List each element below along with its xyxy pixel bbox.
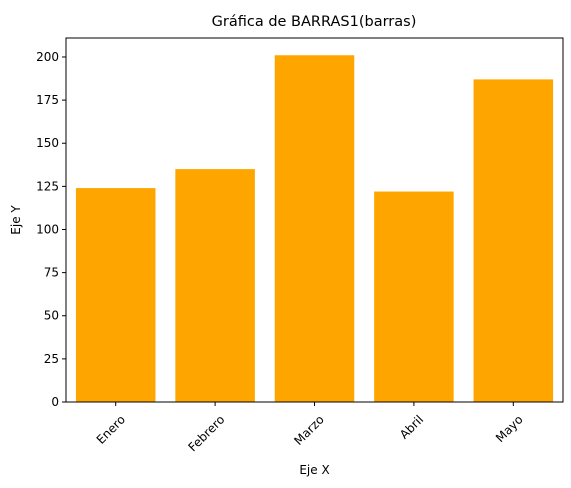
x-tick-label-enero: Enero xyxy=(94,412,128,446)
x-tick-label-marzo: Marzo xyxy=(291,412,327,448)
bars-group xyxy=(75,55,554,403)
y-tick-label: 200 xyxy=(36,50,59,64)
x-tick-label-febrero: Febrero xyxy=(186,412,228,454)
y-tick-label: 100 xyxy=(36,222,59,236)
bar-abril xyxy=(374,191,454,402)
bar-febrero xyxy=(175,169,255,402)
bar-enero xyxy=(75,188,156,402)
bar-mayo xyxy=(473,79,554,403)
y-tick-label: 75 xyxy=(44,266,59,280)
plot-frame xyxy=(65,37,564,403)
x-axis-title: Eje X xyxy=(299,463,329,477)
y-tick-label: 175 xyxy=(36,93,59,107)
y-tick-label: 150 xyxy=(36,136,59,150)
y-axis-title: Eje Y xyxy=(9,205,23,235)
x-axis-ticks: Enero Febrero Marzo Abril Mayo xyxy=(94,402,526,454)
x-tick-label-mayo: Mayo xyxy=(493,412,526,445)
y-tick-label: 0 xyxy=(51,395,59,409)
y-tick-label: 50 xyxy=(44,309,59,323)
x-tick-label-abril: Abril xyxy=(397,412,426,441)
bar-marzo xyxy=(274,55,355,402)
y-axis-ticks: 0 25 50 75 100 125 150 175 200 xyxy=(36,50,66,409)
y-tick-label: 125 xyxy=(36,179,59,193)
chart-title: Gráfica de BARRAS1(barras) xyxy=(212,14,417,30)
y-tick-label: 25 xyxy=(44,352,59,366)
